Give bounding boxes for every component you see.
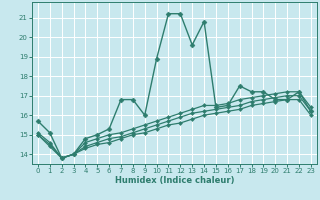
X-axis label: Humidex (Indice chaleur): Humidex (Indice chaleur) [115,176,234,185]
